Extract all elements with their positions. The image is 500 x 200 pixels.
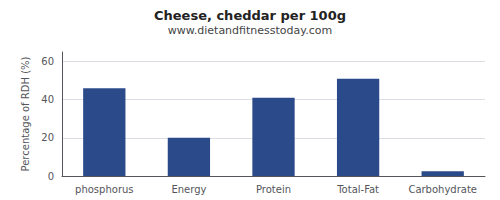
svg-text:40: 40 xyxy=(41,94,54,105)
svg-text:phosphorus: phosphorus xyxy=(75,184,133,195)
svg-text:20: 20 xyxy=(41,132,54,143)
svg-text:Total-Fat: Total-Fat xyxy=(336,184,379,195)
svg-text:Cheese, cheddar per 100g: Cheese, cheddar per 100g xyxy=(154,8,346,23)
svg-text:Percentage of RDH (%): Percentage of RDH (%) xyxy=(20,56,31,171)
svg-text:Energy: Energy xyxy=(171,184,206,195)
svg-text:Carbohydrate: Carbohydrate xyxy=(408,184,477,195)
svg-text:Protein: Protein xyxy=(256,184,291,195)
svg-text:60: 60 xyxy=(41,56,54,67)
svg-text:www.dietandfitnesstoday.com: www.dietandfitnesstoday.com xyxy=(168,24,332,37)
svg-text:0: 0 xyxy=(48,171,54,182)
